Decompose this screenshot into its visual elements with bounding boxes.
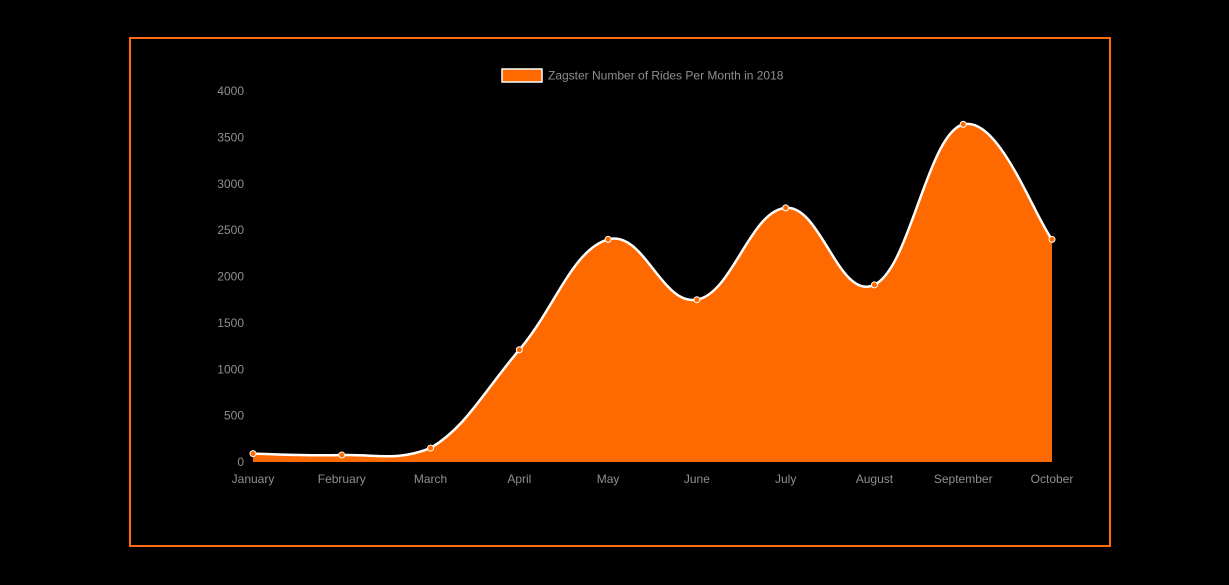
legend-label: Zagster Number of Rides Per Month in 201… <box>548 69 784 83</box>
series-line <box>252 122 1053 458</box>
x-tick-label: June <box>684 472 710 486</box>
data-point-march[interactable] <box>427 444 435 452</box>
data-point-june[interactable] <box>693 296 701 304</box>
x-axis: January February March April May June July Augu… <box>232 472 1074 486</box>
x-tick-label: January <box>232 472 275 486</box>
data-point-february[interactable] <box>338 451 346 459</box>
y-tick-label: 1000 <box>217 362 244 376</box>
chart-legend[interactable]: Zagster Number of Rides Per Month in 201… <box>501 68 784 83</box>
data-point-october[interactable] <box>1048 235 1056 243</box>
x-tick-label: March <box>414 472 447 486</box>
y-tick-label: 2000 <box>217 270 244 284</box>
y-tick-label: 4000 <box>217 84 244 98</box>
y-tick-label: 3500 <box>217 130 244 144</box>
y-tick-label: 3000 <box>217 177 244 191</box>
y-tick-label: 1500 <box>217 316 244 330</box>
y-tick-label: 500 <box>224 409 244 423</box>
area-fill <box>253 123 1052 462</box>
x-tick-label: July <box>775 472 796 486</box>
data-point-january[interactable] <box>249 450 257 458</box>
data-point-april[interactable] <box>515 346 523 354</box>
x-tick-label: February <box>318 472 366 486</box>
legend-swatch <box>501 68 543 83</box>
x-tick-label: May <box>597 472 620 486</box>
chart-frame <box>129 37 1111 547</box>
x-tick-label: September <box>934 472 993 486</box>
y-tick-label: 0 <box>237 455 244 469</box>
data-point-may[interactable] <box>604 235 612 243</box>
x-tick-label: April <box>507 472 531 486</box>
x-tick-label: August <box>856 472 894 486</box>
x-tick-label: October <box>1031 472 1074 486</box>
data-point-august[interactable] <box>870 281 878 289</box>
y-tick-label: 2500 <box>217 223 244 237</box>
data-point-september[interactable] <box>959 120 967 128</box>
y-axis: 0 500 1000 1500 2000 2500 3000 3500 4000 <box>217 84 244 469</box>
data-point-july[interactable] <box>782 204 790 212</box>
data-points <box>249 120 1056 459</box>
